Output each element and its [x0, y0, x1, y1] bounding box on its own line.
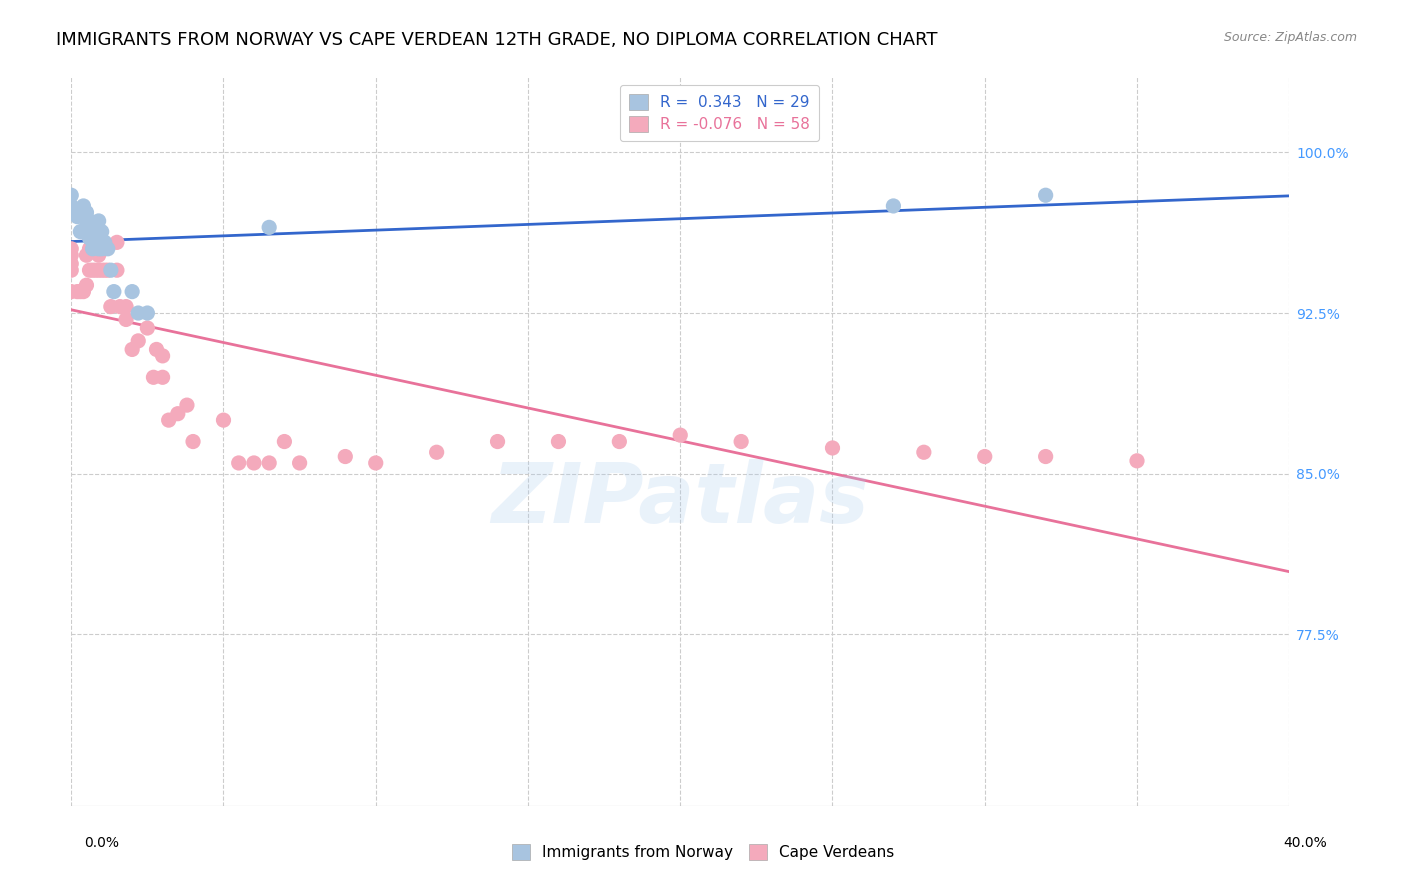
Point — [1035, 188, 1057, 202]
Point — [82, 220, 104, 235]
Point — [821, 441, 844, 455]
Point — [100, 263, 122, 277]
Text: IMMIGRANTS FROM NORWAY VS CAPE VERDEAN 12TH GRADE, NO DIPLOMA CORRELATION CHART: IMMIGRANTS FROM NORWAY VS CAPE VERDEAN 1… — [56, 31, 938, 49]
Point — [66, 285, 89, 299]
Text: 40.0%: 40.0% — [1282, 836, 1327, 850]
Point — [87, 242, 110, 256]
Point — [72, 199, 94, 213]
Point — [82, 263, 104, 277]
Point — [93, 235, 115, 250]
Point — [288, 456, 311, 470]
Point — [82, 227, 104, 241]
Point — [82, 242, 104, 256]
Point — [84, 235, 107, 250]
Point — [176, 398, 198, 412]
Point — [257, 220, 280, 235]
Point — [152, 349, 174, 363]
Point — [87, 214, 110, 228]
Point — [100, 300, 122, 314]
Point — [75, 248, 97, 262]
Point — [90, 242, 112, 256]
Point — [66, 210, 89, 224]
Point — [90, 263, 112, 277]
Point — [127, 334, 149, 348]
Point — [121, 285, 143, 299]
Point — [243, 456, 266, 470]
Point — [97, 263, 120, 277]
Point — [105, 235, 128, 250]
Point — [60, 242, 83, 256]
Point — [60, 199, 83, 213]
Point — [121, 343, 143, 357]
Point — [228, 456, 250, 470]
Point — [108, 300, 131, 314]
Point — [669, 428, 692, 442]
Point — [69, 225, 91, 239]
Point — [730, 434, 752, 449]
Point — [79, 231, 101, 245]
Point — [84, 242, 107, 256]
Point — [145, 343, 167, 357]
Point — [60, 257, 83, 271]
Point — [84, 220, 107, 235]
Point — [93, 263, 115, 277]
Point — [157, 413, 180, 427]
Point — [87, 242, 110, 256]
Point — [115, 300, 138, 314]
Point — [426, 445, 449, 459]
Point — [60, 248, 83, 262]
Point — [136, 321, 159, 335]
Point — [912, 445, 935, 459]
Point — [79, 242, 101, 256]
Point — [90, 225, 112, 239]
Point — [181, 434, 204, 449]
Point — [103, 285, 125, 299]
Point — [486, 434, 509, 449]
Point — [127, 306, 149, 320]
Point — [60, 263, 83, 277]
Point — [72, 210, 94, 224]
Point — [609, 434, 631, 449]
Point — [152, 370, 174, 384]
Legend: R =  0.343   N = 29, R = -0.076   N = 58: R = 0.343 N = 29, R = -0.076 N = 58 — [620, 85, 818, 142]
Point — [72, 285, 94, 299]
Point — [115, 312, 138, 326]
Point — [136, 306, 159, 320]
Point — [142, 370, 165, 384]
Point — [75, 220, 97, 235]
Point — [335, 450, 357, 464]
Point — [69, 285, 91, 299]
Point — [547, 434, 569, 449]
Text: 0.0%: 0.0% — [84, 836, 118, 850]
Point — [87, 263, 110, 277]
Point — [97, 242, 120, 256]
Text: ZIPatlas: ZIPatlas — [491, 459, 869, 541]
Point — [1126, 454, 1149, 468]
Legend: Immigrants from Norway, Cape Verdeans: Immigrants from Norway, Cape Verdeans — [506, 838, 900, 866]
Point — [60, 285, 83, 299]
Point — [973, 450, 995, 464]
Point — [1035, 450, 1057, 464]
Point — [84, 263, 107, 277]
Point — [882, 199, 904, 213]
Point — [105, 263, 128, 277]
Point — [166, 407, 188, 421]
Point — [257, 456, 280, 470]
Point — [364, 456, 387, 470]
Point — [79, 214, 101, 228]
Point — [212, 413, 235, 427]
Point — [273, 434, 295, 449]
Point — [60, 188, 83, 202]
Point — [75, 278, 97, 293]
Point — [87, 248, 110, 262]
Point — [87, 231, 110, 245]
Point — [75, 205, 97, 219]
Text: Source: ZipAtlas.com: Source: ZipAtlas.com — [1223, 31, 1357, 45]
Point — [79, 263, 101, 277]
